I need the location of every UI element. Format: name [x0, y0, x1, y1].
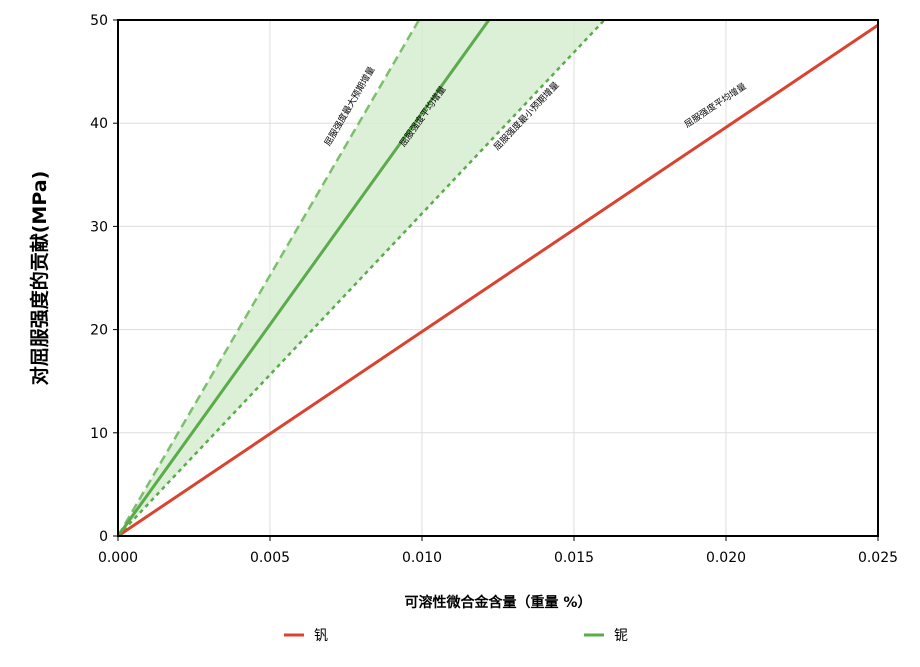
y-tick-label: 20 — [90, 323, 108, 339]
x-tick-label: 0.025 — [858, 550, 898, 566]
y-tick-label: 10 — [90, 426, 108, 442]
x-tick-label: 0.000 — [98, 550, 138, 566]
x-tick-label: 0.010 — [402, 550, 442, 566]
legend-label: 铌 — [614, 628, 628, 644]
y-axis-title: 对屈服强度的贡献(MPa) — [28, 171, 51, 386]
legend-label: 钒 — [314, 628, 328, 644]
band-min-line — [117, 19, 606, 537]
series-lines — [116, 19, 879, 538]
axis-ticks: 0.000 0.005 0.010 0.015 0.020 0.025 0 10 20 30 40 5… — [90, 13, 898, 566]
series-v-line — [117, 23, 879, 538]
legend: 钒铌 — [284, 628, 628, 644]
x-tick-label: 0.015 — [554, 550, 594, 566]
x-tick-label: 0.005 — [250, 550, 290, 566]
y-tick-label: 30 — [90, 219, 108, 235]
y-tick-label: 50 — [90, 13, 108, 29]
y-tick-label: 0 — [99, 529, 108, 545]
y-tick-label: 40 — [90, 116, 108, 132]
plot-area-frame — [117, 19, 879, 537]
series-nb-line — [116, 19, 491, 537]
expected-range-band — [116, 19, 606, 537]
x-tick-label: 0.020 — [706, 550, 746, 566]
band-max-line — [116, 19, 421, 537]
x-axis-title: 可溶性微合金含量（重量 %） — [405, 594, 592, 611]
